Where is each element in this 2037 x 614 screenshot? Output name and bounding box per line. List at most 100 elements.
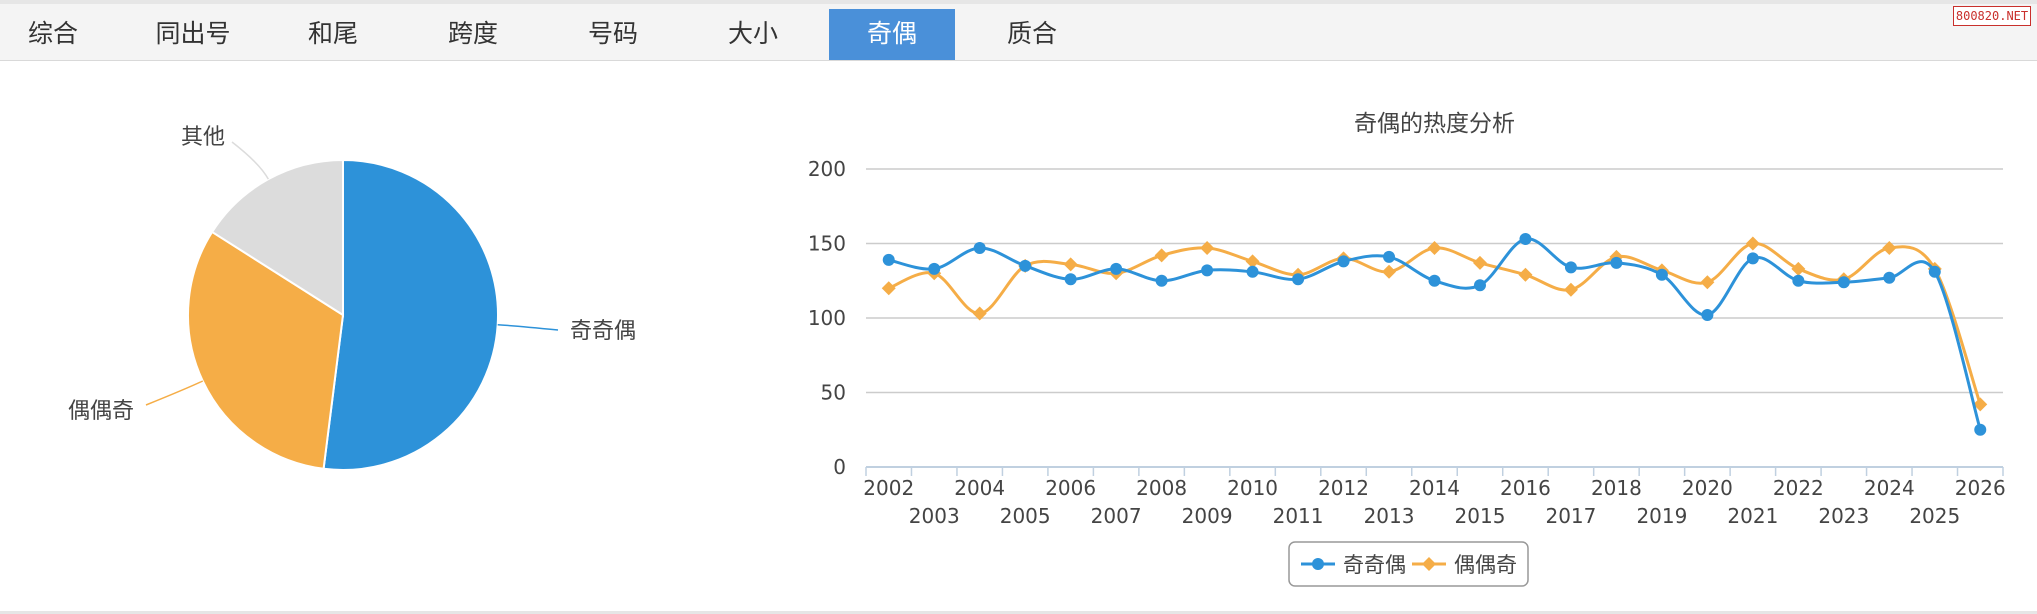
legend-marker-0 [1312, 558, 1324, 570]
series-0-point-19 [1746, 252, 1759, 265]
pie-connector-0 [497, 323, 559, 331]
series-1-point-4 [1063, 257, 1078, 272]
series-0-point-10 [1337, 255, 1350, 268]
series-1-point-19 [1745, 236, 1760, 251]
series-0-point-1 [928, 262, 941, 275]
series-0-point-23 [1928, 265, 1941, 278]
series-1-point-11 [1382, 264, 1397, 279]
series-0-point-18 [1701, 309, 1714, 322]
tab-tongchuhao[interactable]: 同出号 [155, 19, 231, 48]
series-1-point-0 [881, 281, 896, 296]
series-1-point-20 [1791, 261, 1806, 276]
x-tick-label-3: 2005 [1000, 504, 1051, 528]
series-0-point-16 [1610, 256, 1623, 269]
series-1-point-8 [1245, 254, 1260, 269]
tab-daxiao[interactable]: 大小 [727, 19, 778, 48]
series-1-point-14 [1518, 267, 1533, 282]
x-tick-label-13: 2015 [1455, 504, 1506, 528]
legend-label-0: 奇奇偶 [1343, 553, 1406, 577]
legend-marker-1 [1422, 557, 1436, 571]
series-0-point-7 [1201, 264, 1214, 277]
x-tick-label-15: 2017 [1545, 504, 1596, 528]
x-tick-label-24: 2026 [1955, 476, 2006, 500]
tab-zonghe[interactable]: 综合 [27, 19, 78, 48]
legend-label-1: 偶偶奇 [1454, 553, 1517, 577]
top-border [0, 0, 2037, 4]
series-line-1 [888, 241, 1982, 405]
x-tick-label-6: 2008 [1136, 476, 1187, 500]
tab-hewei[interactable]: 和尾 [307, 19, 358, 48]
tab-zhihe[interactable]: 质合 [1006, 19, 1057, 48]
y-tick-label-3: 150 [808, 232, 846, 256]
series-0-point-24 [1974, 423, 1987, 436]
series-1-point-24 [1973, 397, 1988, 412]
series-0-point-17 [1655, 268, 1668, 281]
series-0-point-21 [1837, 276, 1850, 289]
x-tick-label-17: 2019 [1636, 504, 1687, 528]
pie-label-0: 奇奇偶 [570, 319, 636, 344]
series-0-point-13 [1473, 279, 1486, 292]
series-line-0 [888, 237, 1982, 431]
x-tick-label-2: 2004 [954, 476, 1005, 500]
x-tick-label-4: 2006 [1045, 476, 1096, 500]
x-tick-label-1: 2003 [909, 504, 960, 528]
chart-title: 奇偶的热度分析 [1354, 111, 1515, 137]
x-tick-label-8: 2010 [1227, 476, 1278, 500]
bottom-border [0, 611, 2037, 614]
y-tick-label-2: 100 [808, 306, 846, 330]
x-tick-label-9: 2011 [1273, 504, 1324, 528]
series-0-point-6 [1155, 274, 1168, 287]
x-tick-label-11: 2013 [1364, 504, 1415, 528]
x-tick-label-18: 2020 [1682, 476, 1733, 500]
series-0-point-22 [1883, 271, 1896, 284]
series-1-point-22 [1882, 240, 1897, 255]
series-0-point-8 [1246, 265, 1259, 278]
series-0-point-12 [1428, 274, 1441, 287]
pie-label-2: 其他 [181, 125, 225, 150]
series-1-point-13 [1472, 255, 1487, 270]
x-tick-label-0: 2002 [863, 476, 914, 500]
line-chart: 奇偶的热度分析 0 50 100 150 200 2002 2003 2004 2005 2006 2… [808, 111, 2006, 587]
pie-label-1: 偶偶奇 [68, 399, 134, 424]
x-tick-label-19: 2021 [1727, 504, 1778, 528]
y-tick-label-0: 0 [833, 455, 846, 479]
x-tick-label-22: 2024 [1864, 476, 1915, 500]
tab-haoma[interactable]: 号码 [587, 19, 638, 48]
pie-connector-1 [145, 380, 204, 406]
pie-slice-0 [322, 158, 499, 471]
series-1-point-6 [1154, 248, 1169, 263]
y-tick-label-4: 200 [808, 157, 846, 181]
series-0-point-15 [1564, 261, 1577, 274]
series-0-point-11 [1383, 250, 1396, 263]
site-watermark: 800820.NET [1953, 6, 2031, 26]
x-tick-label-10: 2012 [1318, 476, 1369, 500]
series-1-point-15 [1563, 282, 1578, 297]
series-0-point-2 [973, 241, 986, 254]
series-0-point-9 [1292, 273, 1305, 286]
x-tick-label-14: 2016 [1500, 476, 1551, 500]
series-1-point-12 [1427, 240, 1442, 255]
tab-bar: 综合 同出号 和尾 跨度 号码 大小 奇偶 质合 800820.NET [0, 4, 2037, 61]
series-0-point-5 [1110, 262, 1123, 275]
series-0-point-4 [1064, 273, 1077, 286]
pie-connector-2 [231, 141, 269, 180]
series-0-point-0 [882, 253, 895, 266]
chart-legend[interactable]: 奇奇偶 偶偶奇 [1288, 541, 1529, 587]
legend-box [1288, 541, 1529, 587]
series-1-point-2 [972, 306, 987, 321]
series-1-point-7 [1200, 240, 1215, 255]
x-tick-label-21: 2023 [1818, 504, 1869, 528]
series-1-point-18 [1700, 275, 1715, 290]
x-tick-label-16: 2018 [1591, 476, 1642, 500]
x-tick-label-7: 2009 [1182, 504, 1233, 528]
series-0-point-20 [1792, 274, 1805, 287]
x-tick-label-12: 2014 [1409, 476, 1460, 500]
y-tick-label-1: 50 [821, 381, 846, 405]
x-tick-label-5: 2007 [1091, 504, 1142, 528]
series-0-point-3 [1019, 259, 1032, 272]
tab-kuadu[interactable]: 跨度 [447, 19, 498, 48]
x-tick-label-20: 2022 [1773, 476, 1824, 500]
x-tick-label-23: 2025 [1909, 504, 1960, 528]
tab-jiou[interactable]: 奇偶 [829, 9, 955, 60]
